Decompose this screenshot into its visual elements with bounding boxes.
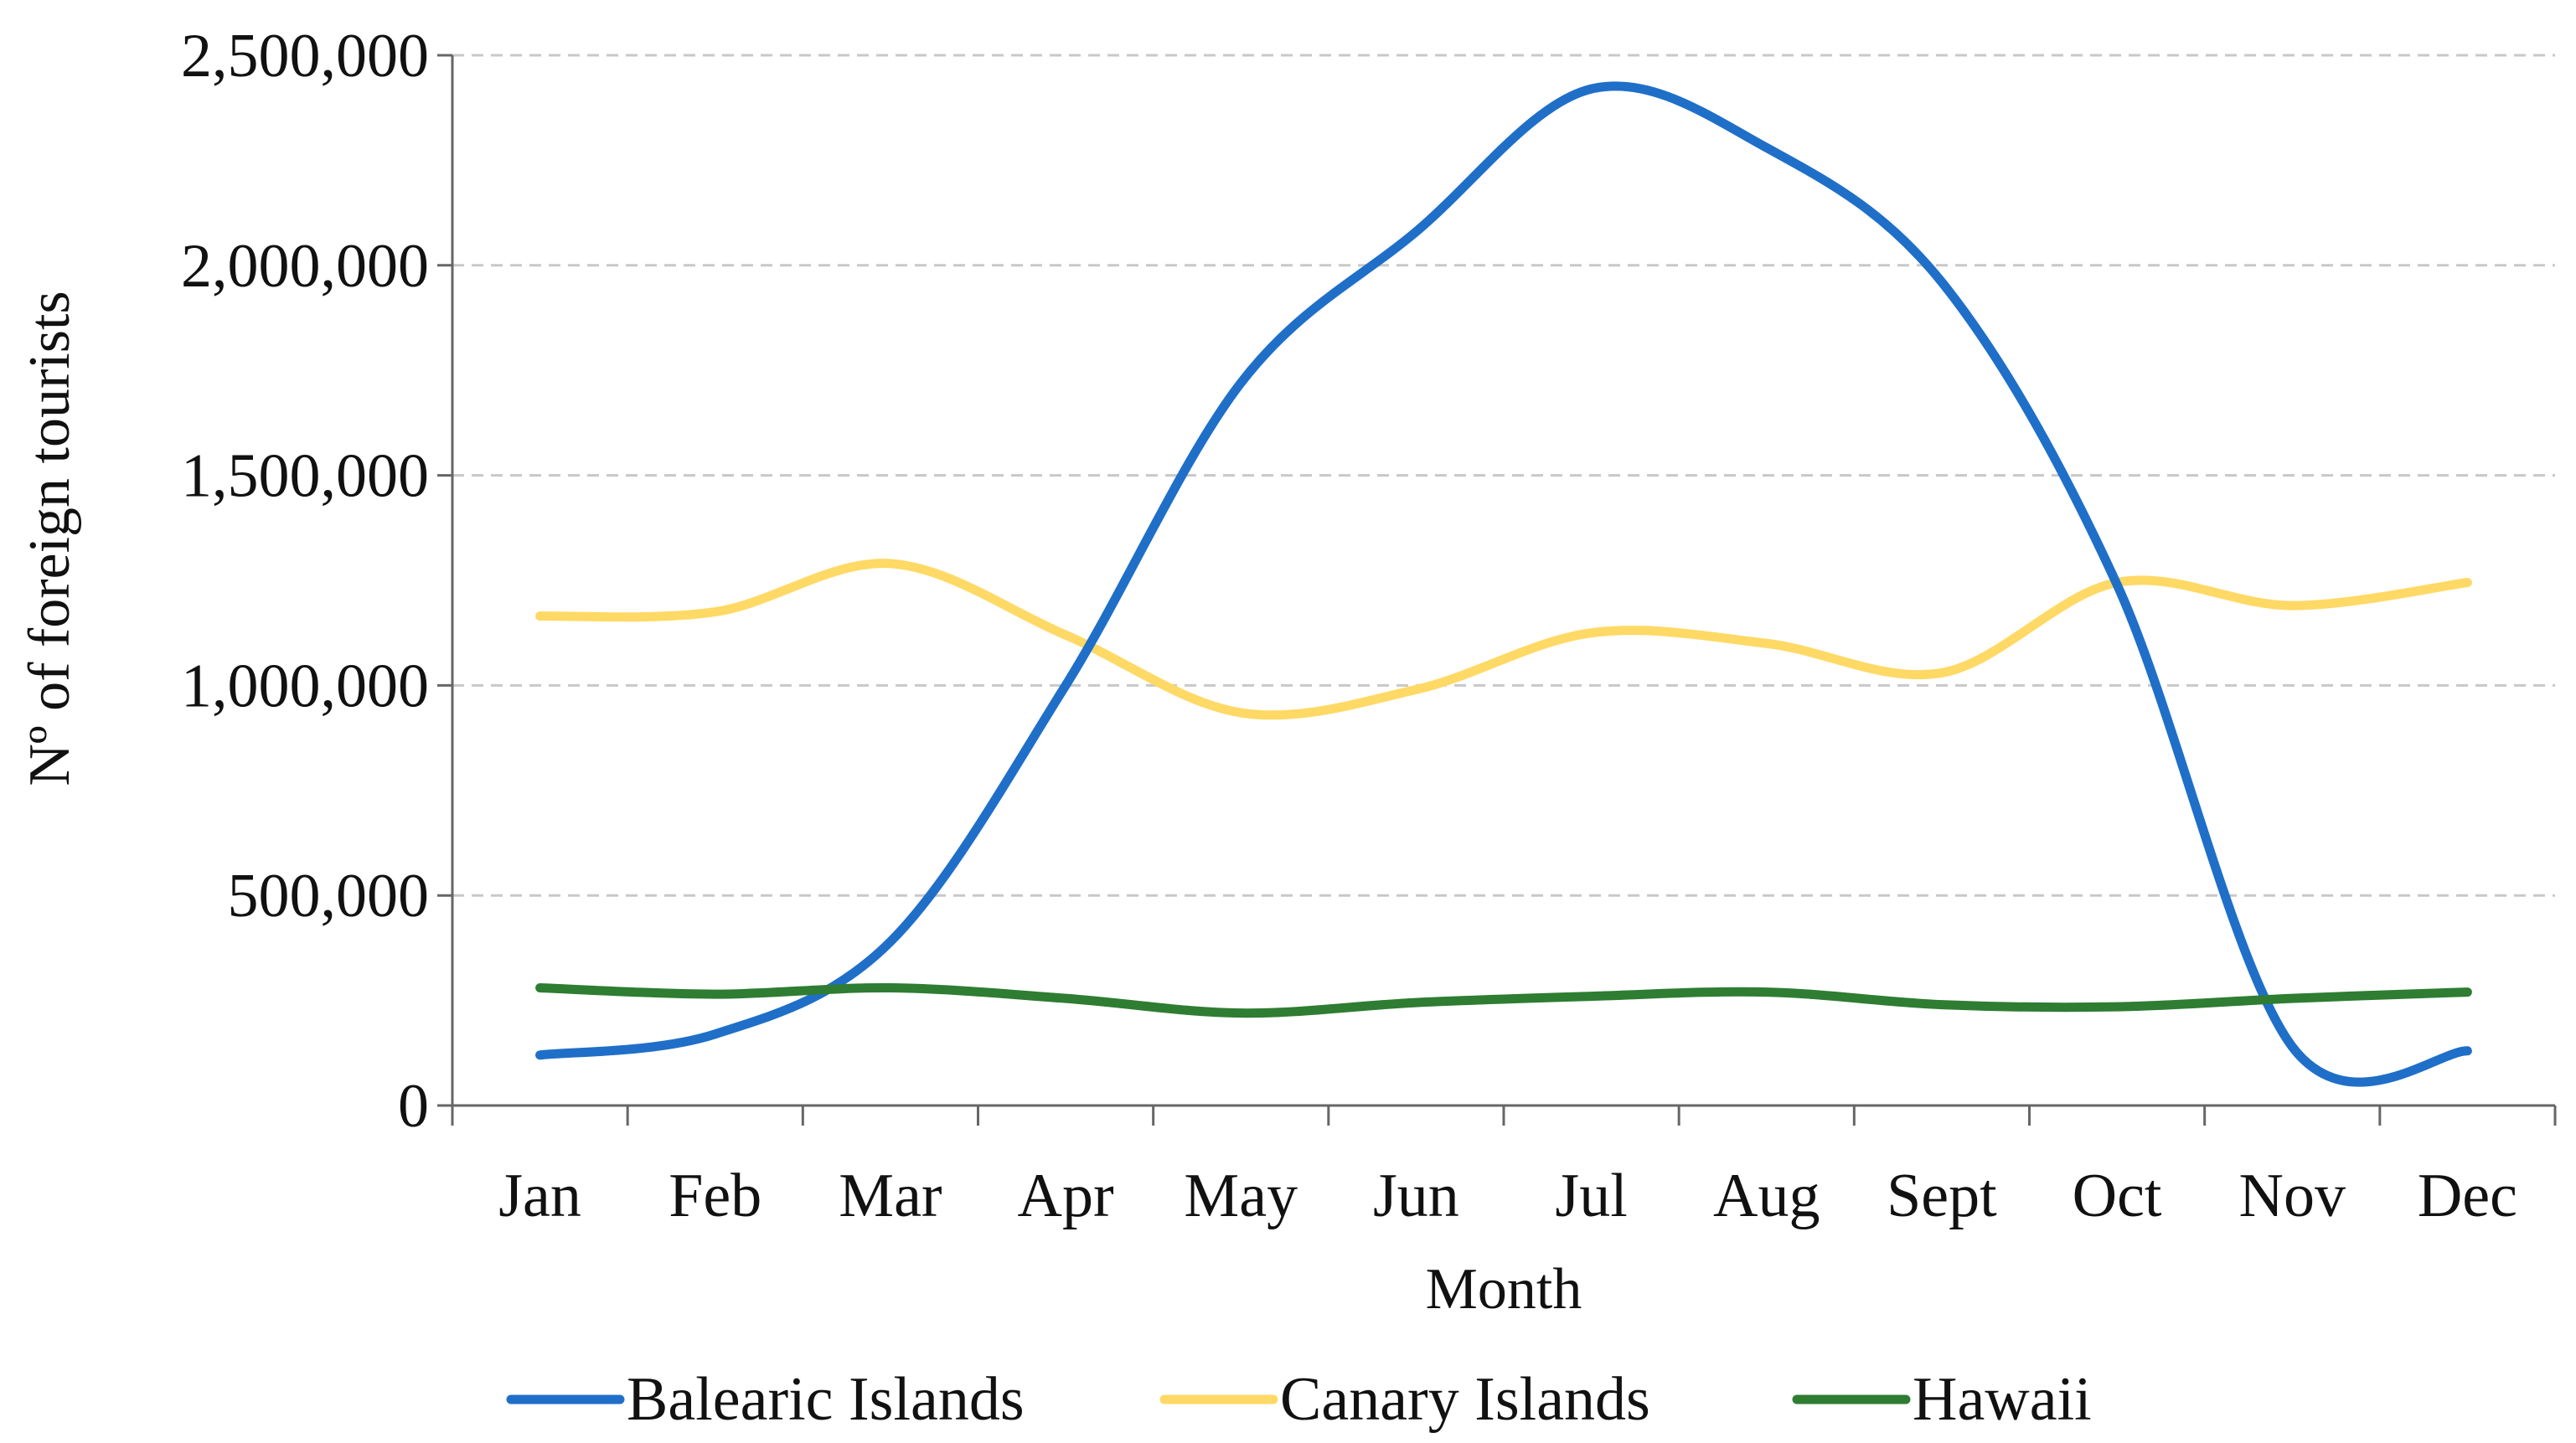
x-tick-label: Feb: [669, 1162, 761, 1230]
x-tick-label: Oct: [2073, 1162, 2162, 1230]
y-axis-title: Nº of foreign tourists: [18, 291, 82, 786]
series-line-hawaii: [535, 983, 2472, 1018]
legend: Balearic Islands Canary Islands Hawaii: [506, 1365, 2092, 1434]
y-axis-ticks: 0 500,000 1,000,000 1,500,000 2,000,000 2,500…: [181, 22, 452, 1141]
gridlines: [452, 54, 2555, 897]
series-lines: [535, 81, 2472, 1087]
legend-label: Canary Islands: [1280, 1365, 1650, 1434]
x-tick-label: Jan: [498, 1162, 581, 1230]
y-tick-label: 1,500,000: [181, 442, 429, 511]
x-tick-label: Apr: [1018, 1162, 1114, 1230]
x-tick-label: Dec: [2418, 1162, 2517, 1230]
x-axis-ticks: Jan Feb Mar Apr May Jun Jul Aug Sept Oct Nov Dec: [451, 1105, 2557, 1230]
x-tick-label: Nov: [2239, 1162, 2346, 1230]
legend-label: Balearic Islands: [627, 1365, 1025, 1434]
x-tick-label: Sept: [1887, 1162, 1997, 1230]
y-tick-label: 500,000: [228, 862, 430, 930]
x-tick-label: Aug: [1713, 1162, 1820, 1230]
y-tick-label: 2,000,000: [181, 232, 429, 301]
series-line-balearic-islands: [535, 81, 2472, 1087]
x-tick-label: Jul: [1555, 1162, 1627, 1230]
x-tick-label: Mar: [839, 1162, 942, 1230]
x-tick-label: Jun: [1373, 1162, 1459, 1230]
y-tick-label: 0: [398, 1072, 429, 1141]
x-axis-title: Month: [1426, 1257, 1582, 1322]
y-tick-label: 1,000,000: [181, 652, 429, 720]
series-line-canary-islands: [535, 559, 2472, 720]
y-tick-label: 2,500,000: [181, 22, 429, 90]
x-tick-label: May: [1184, 1162, 1298, 1230]
legend-label: Hawaii: [1913, 1365, 2092, 1434]
